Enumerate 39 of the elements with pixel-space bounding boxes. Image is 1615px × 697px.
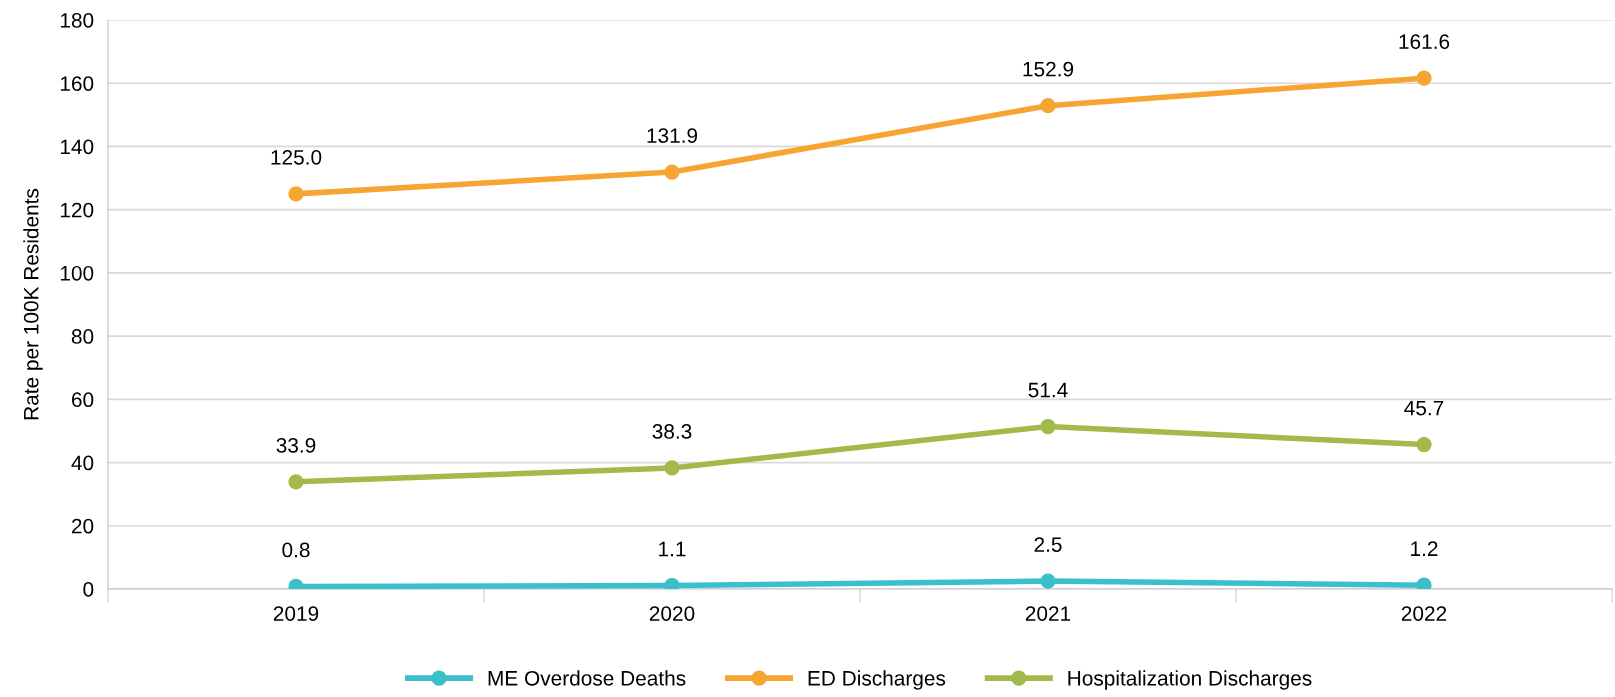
data-label: 38.3: [652, 424, 692, 439]
point: [664, 460, 680, 476]
point: [288, 474, 304, 490]
data-label: 1.2: [1411, 541, 1438, 556]
data-label: 125.0: [271, 149, 322, 165]
data-label: 152.9: [1023, 61, 1074, 77]
data-label: 1.1: [659, 541, 686, 557]
point: [1416, 70, 1432, 86]
data-label: 45.7: [1404, 400, 1444, 416]
y-tick-label: 0: [83, 582, 94, 597]
data-label: 51.4: [1028, 382, 1068, 398]
data-label: 0.8: [282, 542, 310, 558]
y-tick-label: 180: [60, 13, 94, 28]
legend-label: ED Discharges: [808, 670, 946, 690]
point: [664, 164, 680, 180]
point: [1040, 418, 1056, 435]
y-tick-label: 80: [71, 329, 94, 344]
y-axis-title: Rate per 100K Residents: [23, 188, 43, 420]
legend-label: Hospitalization Discharges: [1068, 670, 1312, 690]
data-label: 33.9: [276, 437, 316, 453]
point: [1040, 573, 1056, 589]
y-tick-label: 100: [60, 265, 94, 281]
point: [1040, 98, 1056, 114]
y-tick-label: 120: [60, 202, 94, 218]
x-tick-label: 2020: [649, 606, 695, 621]
y-tick-label: 60: [72, 392, 94, 408]
data-label: 2.5: [1034, 537, 1062, 552]
y-tick-label: 160: [60, 76, 94, 91]
x-tick-label: 2019: [273, 606, 319, 621]
y-tick-label: 40: [71, 455, 94, 471]
point: [288, 186, 304, 202]
x-tick-label: 2021: [1025, 606, 1071, 621]
data-label: 161.6: [1399, 34, 1450, 50]
point: [1416, 436, 1432, 453]
y-tick-label: 20: [71, 518, 94, 534]
legend-label: ME Overdose Deaths: [488, 670, 686, 686]
x-tick-label: 2022: [1401, 606, 1447, 621]
y-tick-label: 140: [60, 139, 94, 155]
data-label: 131.9: [647, 128, 698, 143]
